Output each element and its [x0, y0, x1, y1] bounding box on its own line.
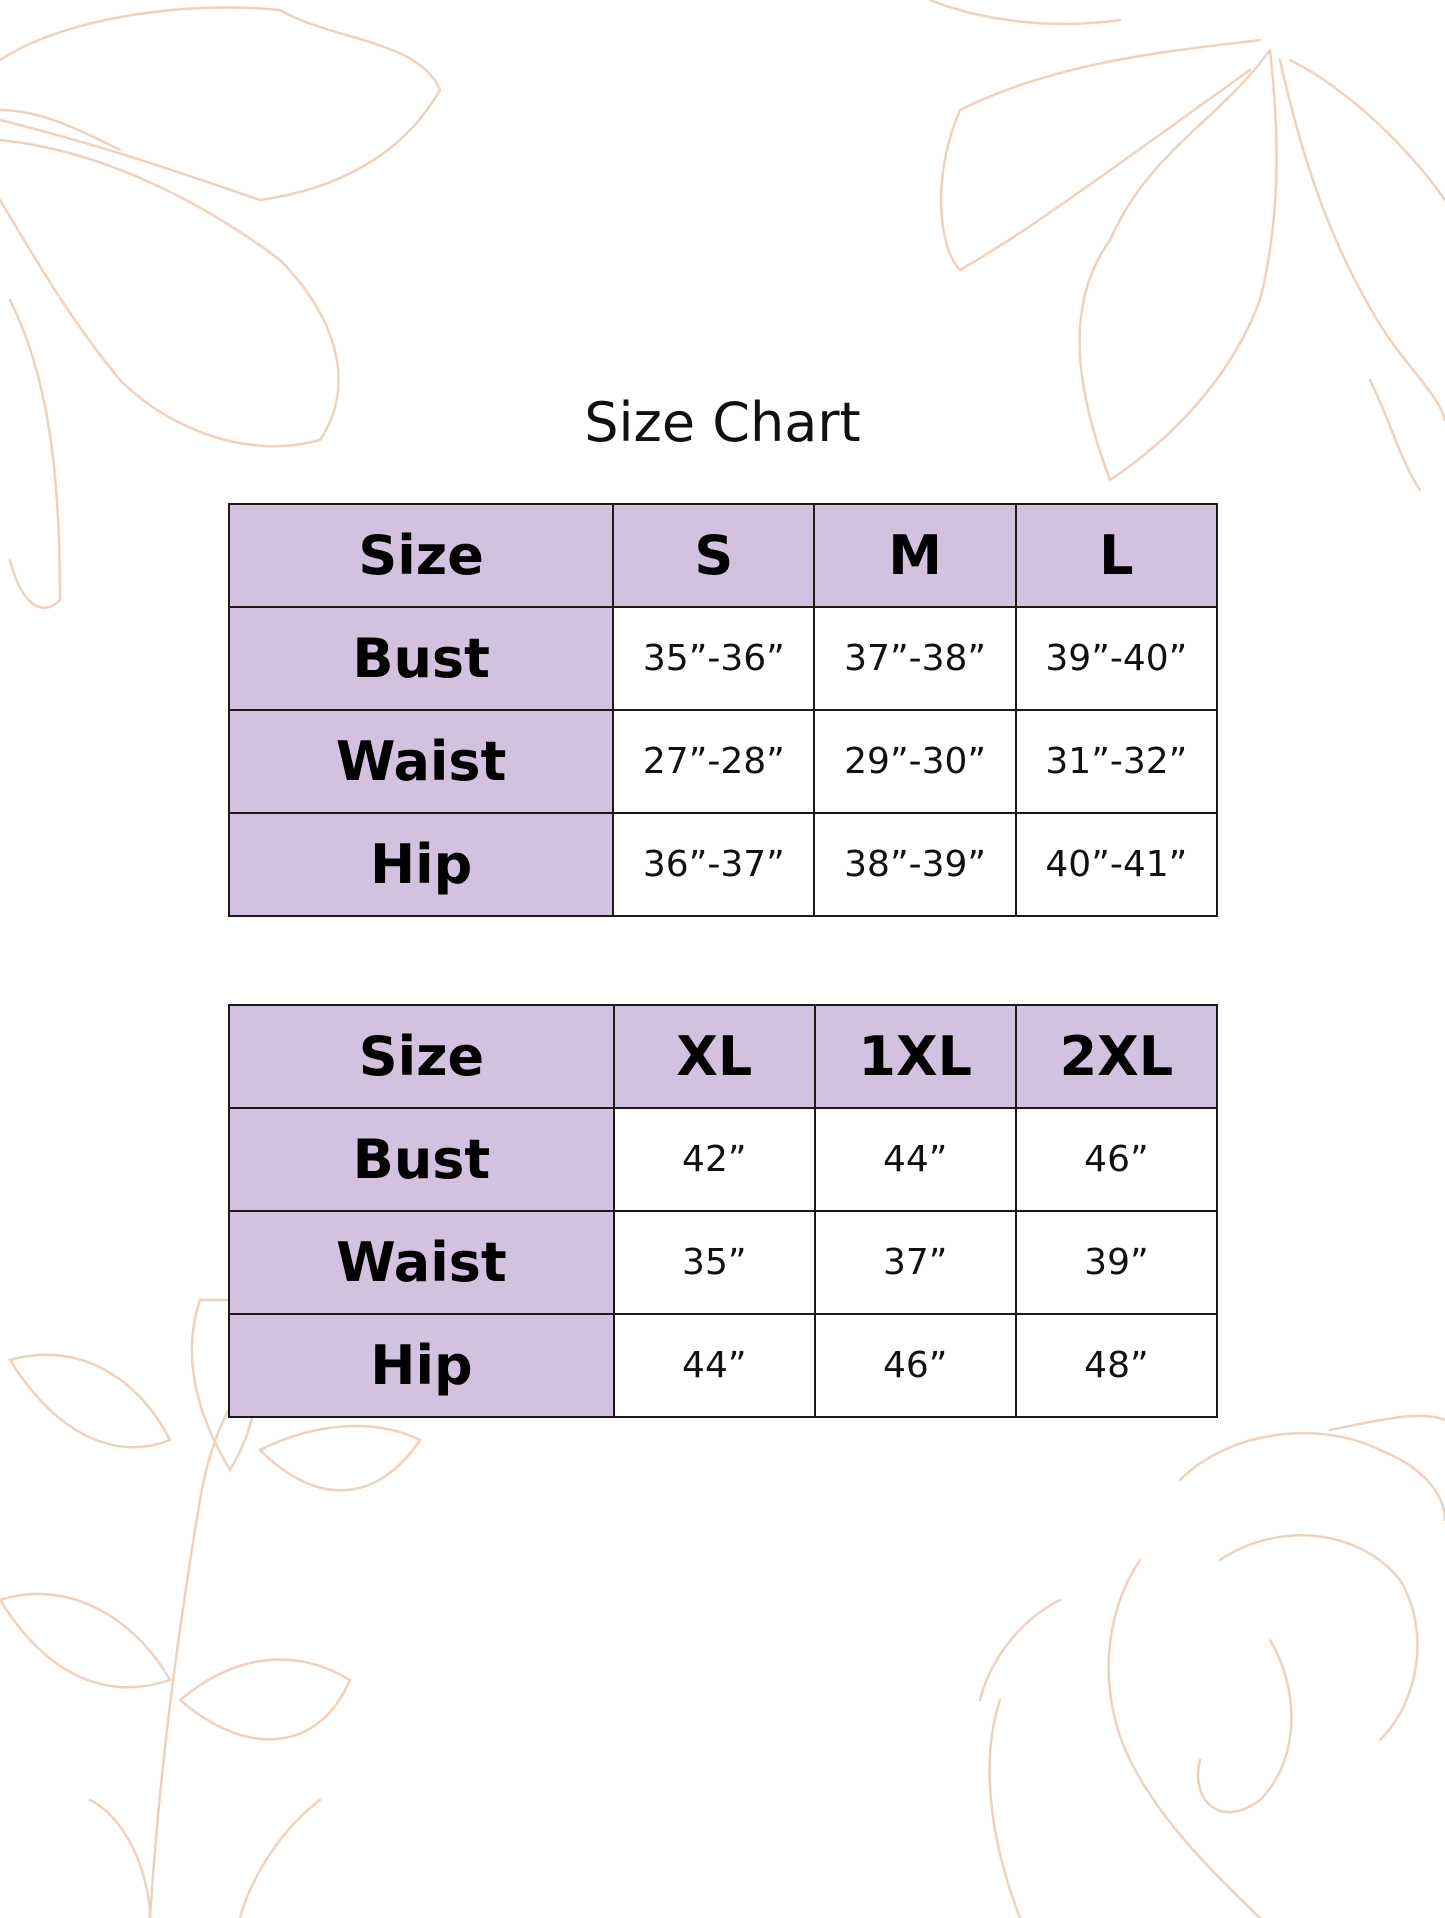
value-cell: 39”-40”	[1014, 606, 1219, 711]
table-header-row: Size XL 1XL 2XL	[228, 1004, 1219, 1109]
page-title: Size Chart	[584, 391, 861, 455]
row-label: Bust	[228, 1107, 615, 1212]
row-label: Waist	[227, 709, 615, 814]
leaves-bottom-left-icon	[0, 1298, 422, 1918]
value-cell: 27”-28”	[612, 709, 816, 814]
header-cell: 2XL	[1014, 1004, 1219, 1109]
row-label: Waist	[228, 1210, 615, 1315]
flower-top-left-icon	[0, 6, 442, 609]
header-cell: M	[813, 503, 1017, 608]
value-cell: 35”	[612, 1210, 816, 1315]
table-row: Hip 44” 46” 48”	[228, 1313, 1219, 1418]
value-cell: 31”-32”	[1014, 709, 1219, 814]
table-row: Waist 35” 37” 39”	[228, 1210, 1219, 1315]
row-label: Hip	[228, 1313, 615, 1418]
value-cell: 44”	[612, 1313, 816, 1418]
value-cell: 35”-36”	[612, 606, 816, 711]
value-cell: 44”	[813, 1107, 1017, 1212]
header-cell: XL	[612, 1004, 816, 1109]
value-cell: 48”	[1014, 1313, 1219, 1418]
value-cell: 36”-37”	[612, 812, 816, 917]
value-cell: 39”	[1014, 1210, 1219, 1315]
value-cell: 37”	[813, 1210, 1017, 1315]
header-cell: L	[1014, 503, 1219, 608]
flower-top-right-icon	[928, 0, 1445, 492]
table-row: Hip 36”-37” 38”-39” 40”-41”	[227, 812, 1219, 917]
value-cell: 46”	[813, 1313, 1017, 1418]
header-cell: 1XL	[813, 1004, 1017, 1109]
rose-bottom-right-icon	[978, 1414, 1445, 1918]
table-row: Bust 35”-36” 37”-38” 39”-40”	[227, 606, 1219, 711]
value-cell: 38”-39”	[813, 812, 1017, 917]
header-cell: Size	[227, 503, 615, 608]
value-cell: 40”-41”	[1014, 812, 1219, 917]
value-cell: 46”	[1014, 1107, 1219, 1212]
table-row: Waist 27”-28” 29”-30” 31”-32”	[227, 709, 1219, 814]
table-header-row: Size S M L	[227, 503, 1219, 608]
row-label: Hip	[227, 812, 615, 917]
size-table-xl-2xl: Size XL 1XL 2XL Bust 42” 44” 46” Waist 3…	[228, 1004, 1219, 1418]
value-cell: 37”-38”	[813, 606, 1017, 711]
value-cell: 42”	[612, 1107, 816, 1212]
size-table-s-m-l: Size S M L Bust 35”-36” 37”-38” 39”-40” …	[227, 503, 1219, 917]
header-cell: S	[612, 503, 816, 608]
header-cell: Size	[228, 1004, 615, 1109]
row-label: Bust	[227, 606, 615, 711]
table-row: Bust 42” 44” 46”	[228, 1107, 1219, 1212]
value-cell: 29”-30”	[813, 709, 1017, 814]
